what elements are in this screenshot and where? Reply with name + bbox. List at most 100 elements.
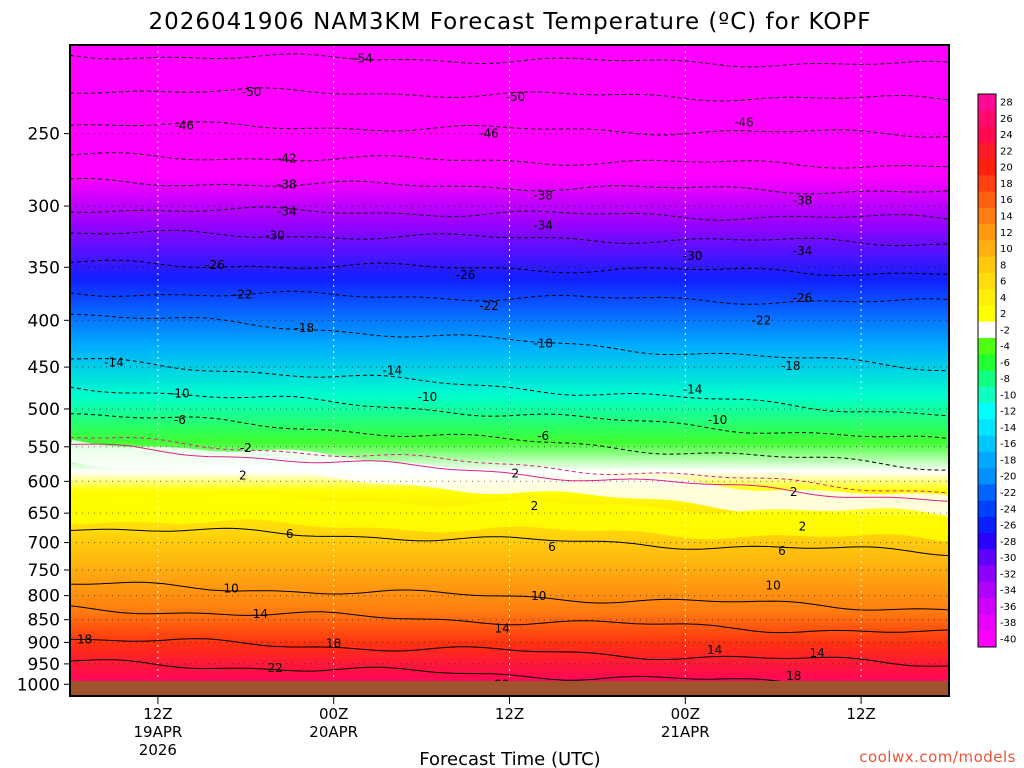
x-tick-label: 12Z [143,705,172,723]
contour-label: 6 [778,544,786,558]
contour-label: -46 [174,119,194,133]
y-tick-label: 800 [28,587,60,607]
colorbar-label: -30 [1000,553,1016,564]
contour-label: 10 [531,589,546,603]
contour-label: -18 [295,321,315,335]
contour-label: -38 [277,177,297,191]
contour-line [70,638,949,667]
contour-label: 6 [548,540,556,554]
colorbar-label: -10 [1000,390,1016,401]
contour-lines [70,53,949,689]
colorbar-swatch [978,305,996,323]
colorbar-swatch [978,191,996,209]
contour-label: 2 [531,499,539,513]
colorbar: 28 26 24 22 20 18 16 14 12 10 8 6 4 2 -2 -4 -6 -8 -10 -12 -1… [977,93,1016,648]
colorbar-label: 10 [1000,244,1013,255]
ground-surface [70,681,949,696]
y-tick-label: 650 [28,504,60,524]
colorbar-label: -16 [1000,439,1016,450]
contour-line [70,443,949,502]
contour-label: -54 [353,52,373,66]
x-tick-label: 21APR [661,723,710,741]
y-tick-label: 750 [28,561,60,581]
contour-label: 6 [286,527,294,541]
colorbar-swatch [978,468,996,485]
contour-label: -30 [265,228,285,242]
colorbar-swatch [978,516,996,534]
contour-line [70,436,949,494]
colorbar-label: 14 [1000,211,1013,222]
colorbar-label: 28 [1000,98,1013,109]
colorbar-swatch [978,126,996,144]
colorbar-swatch [978,549,996,567]
contour-label: 14 [495,621,510,635]
colorbar-label: -32 [1000,569,1016,580]
contour-label: 2 [790,485,798,499]
contour-label: -34 [793,244,813,258]
colorbar-swatch [978,256,996,274]
contour-label: 18 [786,669,801,683]
colorbar-swatch [978,386,996,404]
colorbar-label: -6 [1000,358,1010,369]
contour-line [70,581,949,611]
colorbar-label: 8 [1000,260,1006,271]
contour-label: -42 [277,151,297,165]
contour-line [70,313,949,372]
colorbar-label: -18 [1000,455,1016,466]
colorbar-label: -28 [1000,537,1016,548]
colorbar-frame [977,93,997,648]
y-tick-label: 450 [28,358,60,378]
colorbar-label: 4 [1000,293,1006,304]
colorbar-label: 22 [1000,146,1013,157]
colorbar-swatch [978,614,996,632]
contour-label: -18 [781,359,801,373]
colorbar-swatch [978,581,996,599]
contour-label: 10 [766,579,781,593]
x-tick-label: 00Z [319,705,348,723]
colorbar-swatch [978,354,996,371]
y-tick-label: 950 [28,655,60,675]
plot-area: -54 -50 -50 -46 -46 -46 -42 -38 -38 -38 -34 -34 -34 -… [70,45,949,696]
contour-label: 18 [77,632,92,646]
colorbar-label: 6 [1000,277,1006,288]
colorbar-swatch [978,289,996,306]
colorbar-label: 2 [1000,309,1006,320]
colorbar-swatch [978,110,996,128]
colorbar-swatch [978,598,996,615]
contour-label: -10 [418,390,438,404]
colorbar-label: -2 [1000,325,1010,336]
colorbar-swatch [978,321,996,339]
y-tick-label: 250 [28,125,60,145]
x-tick-label: 00Z [671,705,700,723]
contour-label: -14 [382,364,402,378]
contour-label: -14 [683,382,703,396]
chart-title: 2026041906 NAM3KM Forecast Temperature (… [148,9,871,35]
y-tick-label: 400 [28,311,60,331]
contour-label: -6 [174,413,186,427]
contour-line [70,605,949,634]
y-tick-label: 900 [28,633,60,653]
contour-label: 22 [267,661,282,675]
colorbar-swatch [978,94,996,111]
colorbar-swatch [978,142,996,160]
y-tick-label: 600 [28,472,60,492]
x-tick-label: 12Z [846,705,875,723]
colorbar-label: -20 [1000,472,1016,483]
colorbar-swatch [978,565,996,583]
colorbar-swatch [978,451,996,469]
colorbar-swatch [978,533,996,550]
colorbar-label: 20 [1000,163,1013,174]
contour-label: 10 [224,582,239,596]
contour-label: -38 [793,194,813,208]
contour-label: 14 [253,607,268,621]
contour-label: -10 [708,413,728,427]
y-tick-label: 300 [28,197,60,217]
y-axis: 2503003504004505005506006507007508008509… [17,125,70,695]
contour-label: -14 [104,356,124,370]
field-band [70,439,949,518]
x-tick-label: 19APR [133,723,182,741]
colorbar-label: -36 [1000,602,1016,613]
contour-line [70,358,949,417]
y-tick-label: 350 [28,258,60,278]
